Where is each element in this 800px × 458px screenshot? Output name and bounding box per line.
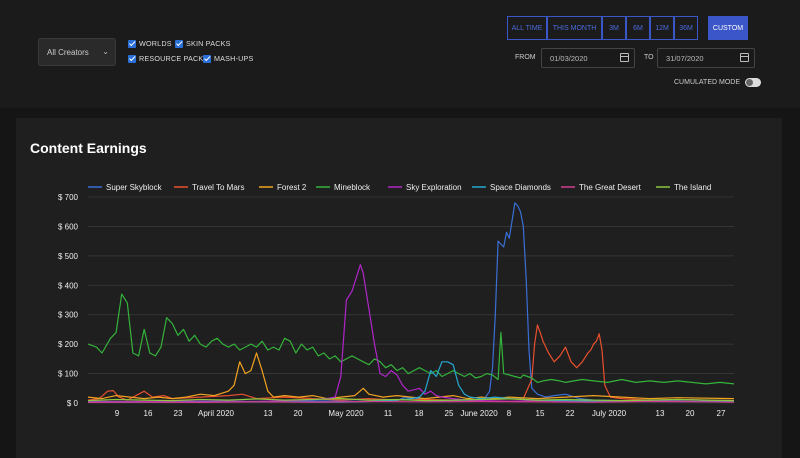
- chevron-down-icon: ⌄: [102, 47, 109, 56]
- x-tick-label: 23: [174, 409, 183, 418]
- legend-label: Travel To Mars: [192, 183, 244, 192]
- checkbox-resource-packs-label: RESOURCE PACKS: [139, 54, 209, 63]
- checkbox-skin-packs-label: SKIN PACKS: [186, 39, 231, 48]
- y-tick-label: $ 400: [58, 281, 79, 290]
- y-tick-label: $ 200: [58, 340, 79, 349]
- cumulated-mode-label: CUMULATED MODE: [674, 79, 740, 86]
- series-line: [87, 352, 735, 400]
- series-line: [87, 398, 735, 402]
- creator-select-value: All Creators: [47, 48, 89, 57]
- y-tick-label: $ 600: [58, 222, 79, 231]
- x-tick-label: July 2020: [592, 409, 627, 418]
- x-tick-label: 25: [445, 409, 454, 418]
- legend-label: Sky Exploration: [406, 183, 462, 192]
- series-line: [87, 293, 735, 385]
- x-tick-label: 20: [294, 409, 303, 418]
- checkbox-skin-packs[interactable]: SKIN PACKS: [175, 39, 231, 48]
- to-date-input[interactable]: 31/07/2020: [657, 48, 755, 68]
- checkbox-checked-icon: [175, 39, 183, 48]
- calendar-icon[interactable]: [740, 53, 749, 62]
- earnings-chart: $ 0 $ 100 $ 200 $ 300 $ 400 $ 500 $ 600 $ 700 9 1…: [58, 183, 735, 418]
- range-this-month-button[interactable]: THIS MONTH: [547, 16, 602, 40]
- x-tick-label: 8: [507, 409, 512, 418]
- y-tick-label: $ 700: [58, 193, 79, 202]
- series-line: [87, 202, 735, 403]
- y-tick-label: $ 500: [58, 252, 79, 261]
- range-button-group: ALL TIME THIS MONTH 3M 6M 12M 36M CUSTOM: [507, 16, 748, 40]
- checkbox-resource-packs[interactable]: RESOURCE PACKS: [128, 54, 208, 63]
- x-tick-label: 18: [415, 409, 424, 418]
- checkbox-mash-ups-label: MASH-UPS: [214, 54, 254, 63]
- x-tick-label: 13: [656, 409, 665, 418]
- from-date-value: 01/03/2020: [550, 54, 588, 63]
- x-tick-label: 9: [115, 409, 120, 418]
- x-tick-label: 20: [686, 409, 695, 418]
- x-tick-label: 22: [566, 409, 575, 418]
- y-tick-label: $ 0: [67, 399, 79, 408]
- legend-label: Super Skyblock: [106, 183, 163, 192]
- content-earnings-panel: Content Earnings $ 0 $ 100 $ 200 $ 300 $ 400…: [16, 118, 782, 458]
- range-3m-button[interactable]: 3M: [602, 16, 626, 40]
- creator-select[interactable]: All Creators ⌄: [38, 38, 116, 66]
- checkbox-checked-icon: [203, 54, 211, 63]
- to-date-value: 31/07/2020: [666, 54, 704, 63]
- x-tick-label: 27: [717, 409, 726, 418]
- legend-label: Forest 2: [277, 183, 307, 192]
- legend-label: The Great Desert: [579, 183, 642, 192]
- filter-bar: All Creators ⌄ WORLDS SKIN PACKS RESOURC…: [0, 0, 800, 108]
- checkbox-worlds[interactable]: WORLDS: [128, 39, 172, 48]
- cumulated-mode-toggle[interactable]: [745, 78, 761, 87]
- checkbox-checked-icon: [128, 54, 136, 63]
- range-12m-button[interactable]: 12M: [650, 16, 674, 40]
- checkbox-checked-icon: [128, 39, 136, 48]
- range-6m-button[interactable]: 6M: [626, 16, 650, 40]
- range-custom-button[interactable]: CUSTOM: [708, 16, 748, 40]
- from-date-input[interactable]: 01/03/2020: [541, 48, 635, 68]
- range-36m-button[interactable]: 36M: [674, 16, 698, 40]
- x-tick-label: 15: [536, 409, 545, 418]
- checkbox-worlds-label: WORLDS: [139, 39, 172, 48]
- y-tick-label: $ 300: [58, 311, 79, 320]
- x-tick-label: May 2020: [328, 409, 364, 418]
- x-tick-label: April 2020: [198, 409, 235, 418]
- checkbox-mash-ups[interactable]: MASH-UPS: [203, 54, 254, 63]
- series-line: [87, 324, 735, 402]
- from-label: FROM: [515, 54, 536, 61]
- x-tick-label: 13: [264, 409, 273, 418]
- to-label: TO: [644, 54, 654, 61]
- x-tick-label: 16: [144, 409, 153, 418]
- x-tick-label: 11: [384, 409, 393, 418]
- panel-title: Content Earnings: [30, 140, 147, 156]
- calendar-icon[interactable]: [620, 53, 629, 62]
- legend-label: Space Diamonds: [490, 183, 551, 192]
- x-tick-label: June 2020: [460, 409, 498, 418]
- series-line: [87, 400, 735, 403]
- range-all-time-button[interactable]: ALL TIME: [507, 16, 547, 40]
- legend-label: The Island: [674, 183, 711, 192]
- legend-label: Mineblock: [334, 183, 371, 192]
- y-tick-label: $ 100: [58, 370, 79, 379]
